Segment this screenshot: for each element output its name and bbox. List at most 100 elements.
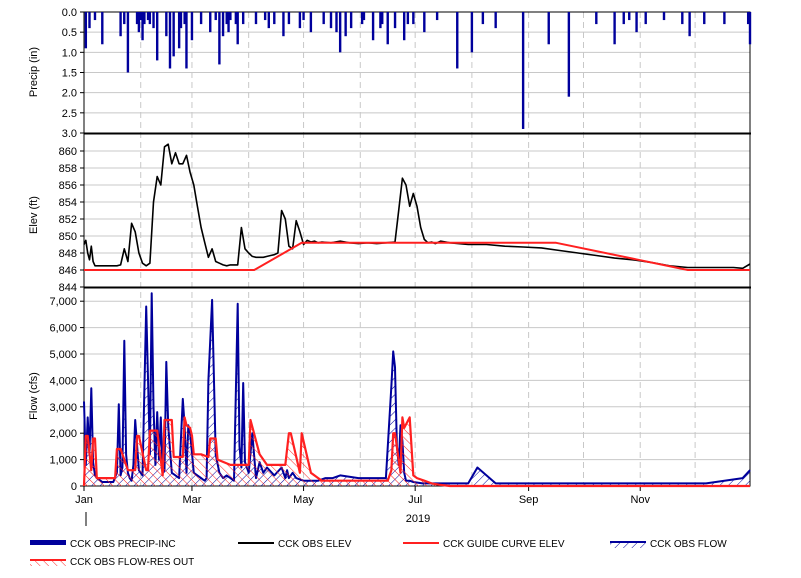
res-out-line [82, 416, 750, 488]
precip-bar [681, 12, 684, 25]
precip-bar [123, 12, 126, 25]
precip-bar [470, 12, 474, 53]
legend-label: CCK GUIDE CURVE ELEV [443, 539, 565, 550]
precip-bar [379, 12, 382, 29]
precip-bar [179, 12, 183, 29]
x-tick-label: May [293, 494, 314, 506]
precip-bar [199, 12, 203, 25]
elevation-panel [83, 143, 751, 271]
precip-bar [214, 12, 217, 21]
obs-elev-line [83, 143, 751, 270]
precip-bar [141, 12, 144, 41]
y-tick-label: 846 [59, 265, 77, 277]
precip-bar [229, 12, 232, 21]
precip-bar [567, 12, 571, 97]
precip-bar [143, 12, 146, 25]
y-tick-label: 6,000 [49, 323, 77, 335]
legend-label: CCK OBS FLOW-RES OUT [70, 557, 194, 568]
precip-bar [746, 12, 750, 25]
precip-bar [748, 12, 752, 45]
precip-bar [84, 12, 88, 49]
elev-axis-title: Elev (ft) [28, 196, 40, 234]
precip-bar [381, 12, 384, 25]
precip-bar [126, 12, 130, 73]
x-tick-label: Jul [408, 494, 422, 506]
precip-bar [282, 12, 285, 37]
precip-bar [635, 12, 638, 33]
precip-bar [263, 12, 267, 21]
precip-axis-title: Precip (in) [28, 47, 40, 97]
precip-bar [423, 12, 426, 33]
precip-bar [227, 12, 230, 33]
precip-bar [494, 12, 497, 29]
y-tick-label: 1,000 [49, 455, 77, 467]
precip-bar [101, 12, 104, 45]
y-tick-label: 852 [59, 214, 77, 226]
y-tick-label: 3.0 [62, 128, 77, 140]
y-tick-label: 0.5 [62, 27, 77, 39]
precip-bar [88, 12, 91, 29]
precip-bar [190, 12, 194, 41]
precip-bar [406, 12, 410, 25]
precip-bar [302, 12, 305, 21]
precip-bar [371, 12, 375, 41]
y-tick-label: 860 [59, 146, 77, 158]
precip-bar [362, 12, 366, 21]
precip-bar [93, 12, 97, 21]
legend-label: CCK OBS ELEV [278, 539, 352, 550]
flow-axis-title: Flow (cfs) [28, 372, 40, 420]
y-tick-label: 856 [59, 180, 77, 192]
precip-bar [165, 12, 168, 37]
precip-bar [386, 12, 389, 45]
y-tick-label: 854 [59, 197, 77, 209]
y-tick-label: 1.0 [62, 47, 77, 59]
precip-bar [329, 12, 333, 29]
precip-bar [155, 12, 159, 61]
x-tick-label: Mar [182, 494, 201, 506]
precip-bar [234, 12, 238, 25]
precip-bar [481, 12, 485, 25]
precip-bar [139, 12, 142, 21]
y-tick-label: 4,000 [49, 375, 77, 387]
precip-bar [613, 12, 616, 45]
precip-bar [622, 12, 625, 25]
y-tick-label: 5,000 [49, 349, 77, 361]
y-tick-label: 858 [59, 163, 77, 175]
precip-bar [146, 12, 150, 21]
y-tick-label: 1.5 [62, 68, 77, 80]
precip-bar [435, 12, 439, 21]
precip-bar [662, 12, 666, 21]
precip-bar [218, 12, 221, 65]
precip-bar [148, 12, 152, 25]
legend-label: CCK OBS PRECIP-INC [70, 539, 176, 550]
guide-curve-line [84, 241, 750, 271]
y-tick-label: 0 [71, 481, 77, 493]
legend-item: CCK OBS ELEV [238, 539, 352, 550]
precip-bar [152, 12, 155, 29]
precip-bar [241, 12, 245, 25]
precip-bar [547, 12, 550, 45]
precip-bar [402, 12, 406, 41]
precip-bar [456, 12, 459, 69]
precip-bar [309, 12, 313, 33]
legend-item: CCK OBS PRECIP-INC [30, 539, 176, 550]
y-tick-label: 2,000 [49, 428, 77, 440]
flow-panel [82, 292, 751, 488]
y-tick-label: 850 [59, 231, 77, 243]
precip-bar [172, 12, 175, 57]
y-tick-label: 848 [59, 248, 77, 260]
precip-bar [412, 12, 415, 25]
precip-bar [267, 12, 270, 29]
precip-bar [628, 12, 631, 21]
legend-item: CCK OBS FLOW [610, 539, 727, 550]
precip-bar [273, 12, 276, 25]
precip-bar [393, 12, 397, 29]
precip-bar [177, 12, 181, 49]
y-tick-label: 2.5 [62, 108, 77, 120]
precip-bar [521, 12, 525, 129]
legend-label: CCK OBS FLOW [650, 539, 727, 550]
precip-bar [298, 12, 302, 29]
precip-bar [168, 12, 172, 69]
precip-bar [236, 12, 239, 45]
precip-bar [349, 12, 353, 29]
